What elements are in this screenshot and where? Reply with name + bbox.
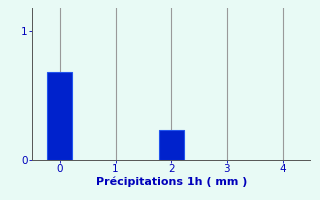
Bar bbox=[47, 72, 72, 160]
X-axis label: Précipitations 1h ( mm ): Précipitations 1h ( mm ) bbox=[95, 177, 247, 187]
Bar bbox=[159, 130, 184, 160]
